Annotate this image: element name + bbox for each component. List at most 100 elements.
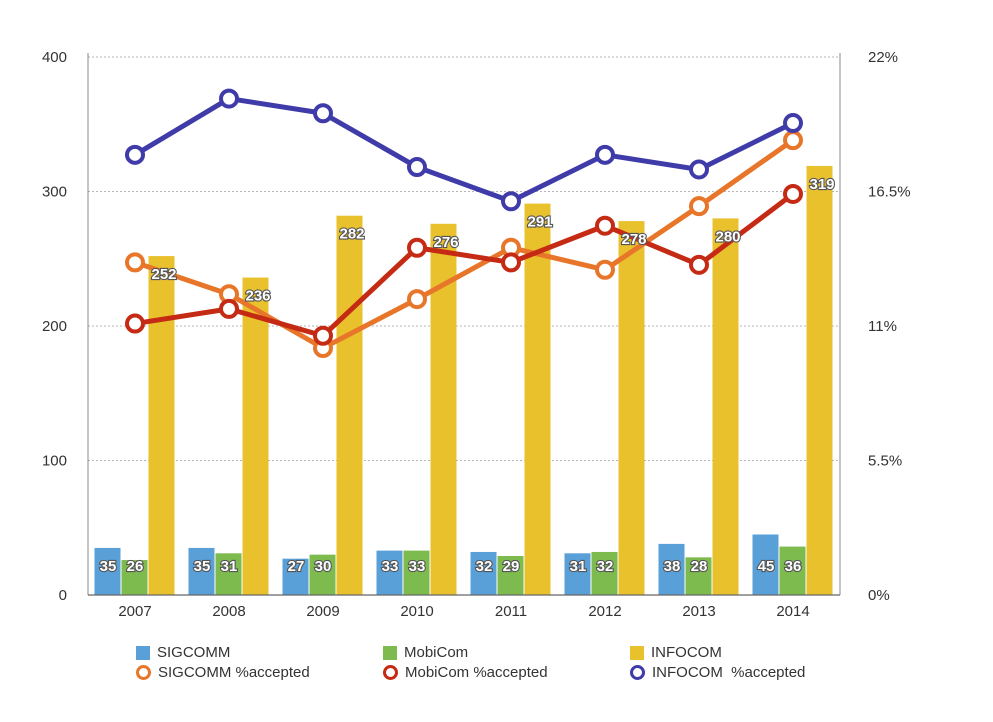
bar-mobicom xyxy=(121,560,148,595)
line-series-0 xyxy=(132,137,796,351)
legend-label: INFOCOM xyxy=(651,644,722,661)
y-left-tick-label: 300 xyxy=(42,184,67,201)
line-point-1 xyxy=(313,325,333,346)
bar-value-label: 32 xyxy=(597,558,614,575)
legend-item: SIGCOMM %accepted xyxy=(136,664,310,681)
bar-sigcomm xyxy=(470,551,497,595)
line-point-0 xyxy=(783,130,803,151)
line-point-1 xyxy=(501,252,521,273)
line-point-0 xyxy=(407,289,427,310)
legend-label: SIGCOMM xyxy=(157,644,231,661)
bar-mobicom xyxy=(779,546,806,595)
line-point-0 xyxy=(125,252,145,273)
bar-infocom xyxy=(618,221,645,595)
legend-item: INFOCOM %accepted xyxy=(630,664,805,681)
line-point-1 xyxy=(219,298,239,319)
bar-value-label: 33 xyxy=(409,558,426,575)
legend-label: MobiCom xyxy=(404,644,469,661)
x-tick-label: 2007 xyxy=(118,603,151,620)
legend-marker xyxy=(383,665,398,680)
bar-mobicom xyxy=(591,551,618,595)
bar-infocom xyxy=(712,218,739,595)
legend-item: MobiCom xyxy=(383,644,468,661)
bar-sigcomm xyxy=(188,547,215,595)
line-point-1 xyxy=(783,183,803,204)
bar-value-label: 31 xyxy=(221,558,238,575)
x-tick-label: 2012 xyxy=(588,603,621,620)
line-point-2 xyxy=(501,191,521,212)
bar-sigcomm xyxy=(282,558,309,595)
legend-marker xyxy=(630,665,645,680)
line-point-0 xyxy=(595,259,615,280)
line-point-2 xyxy=(219,88,239,109)
bar-infocom xyxy=(806,165,833,595)
legend-item: MobiCom %accepted xyxy=(383,664,548,681)
y-right-tick-label: 0% xyxy=(868,587,890,604)
line-point-2 xyxy=(407,157,427,178)
line-point-2 xyxy=(595,144,615,165)
bar-mobicom xyxy=(215,553,242,595)
bar-infocom xyxy=(242,277,269,595)
axes: 0 100 200 300 400 0% 5.5% 11% 16.5% 22% 2007 2008 20… xyxy=(42,49,911,620)
line-series-2 xyxy=(132,96,796,204)
bar-marks xyxy=(94,165,833,596)
bar-sigcomm xyxy=(94,547,121,595)
bar-value-label: 26 xyxy=(127,558,144,575)
data-labels: 35 35 27 33 32 31 38 45 26 31 30 33 29 32 28 36 252 236 28… xyxy=(99,175,836,576)
x-tick-label: 2008 xyxy=(212,603,245,620)
x-tick-label: 2011 xyxy=(495,603,527,620)
y-right-tick-label: 16.5% xyxy=(868,184,911,201)
line-point-2 xyxy=(125,144,145,165)
bar-value-label: 236 xyxy=(245,288,270,305)
y-left-tick-label: 400 xyxy=(42,49,67,66)
y-right-tick-label: 22% xyxy=(868,49,898,66)
bar-value-label: 280 xyxy=(715,228,740,245)
legend-swatch xyxy=(630,645,644,660)
legend-label: MobiCom %accepted xyxy=(405,664,548,681)
bar-value-label: 276 xyxy=(433,234,458,251)
bar-sigcomm xyxy=(376,550,403,595)
y-right-tick-label: 5.5% xyxy=(868,453,902,470)
bar-value-label: 282 xyxy=(339,226,364,243)
bar-value-label: 29 xyxy=(503,558,520,575)
line-point-1 xyxy=(689,254,709,275)
y-right-tick-label: 11% xyxy=(868,318,897,335)
legend-item: SIGCOMM xyxy=(136,644,230,661)
legend-swatch xyxy=(383,645,397,660)
bar-value-label: 38 xyxy=(664,558,681,575)
x-tick-label: 2009 xyxy=(306,603,339,620)
line-point-2 xyxy=(313,103,333,124)
bar-value-label: 27 xyxy=(288,558,305,575)
bar-value-label: 31 xyxy=(570,558,587,575)
y-left-tick-label: 100 xyxy=(42,453,67,470)
bar-mobicom xyxy=(403,550,430,595)
bar-value-label: 291 xyxy=(527,214,552,231)
x-tick-label: 2010 xyxy=(400,603,433,620)
line-point-1 xyxy=(125,313,145,334)
bar-value-label: 35 xyxy=(194,558,211,575)
bar-infocom xyxy=(336,215,363,595)
bar-sigcomm xyxy=(564,553,591,595)
legend-marker xyxy=(136,665,151,680)
bar-mobicom xyxy=(497,555,524,595)
line-point-1 xyxy=(407,237,427,258)
line-point-1 xyxy=(595,215,615,236)
line-series-1 xyxy=(132,191,796,339)
legend-swatch xyxy=(136,645,150,660)
bar-value-label: 36 xyxy=(785,558,802,575)
legend-item: INFOCOM xyxy=(630,644,722,661)
legend-label: SIGCOMM %accepted xyxy=(158,664,310,681)
line-marks xyxy=(125,88,803,359)
y-left-tick-label: 0 xyxy=(59,587,67,604)
bar-value-label: 28 xyxy=(691,558,708,575)
x-tick-label: 2014 xyxy=(776,603,809,620)
bar-value-label: 32 xyxy=(476,558,493,575)
bar-sigcomm xyxy=(752,534,779,595)
bar-value-label: 30 xyxy=(315,558,332,575)
bar-value-label: 252 xyxy=(151,266,176,283)
bar-value-label: 278 xyxy=(621,231,646,248)
line-point-2 xyxy=(689,159,709,180)
bar-infocom xyxy=(524,203,551,596)
bar-sigcomm xyxy=(658,543,685,595)
